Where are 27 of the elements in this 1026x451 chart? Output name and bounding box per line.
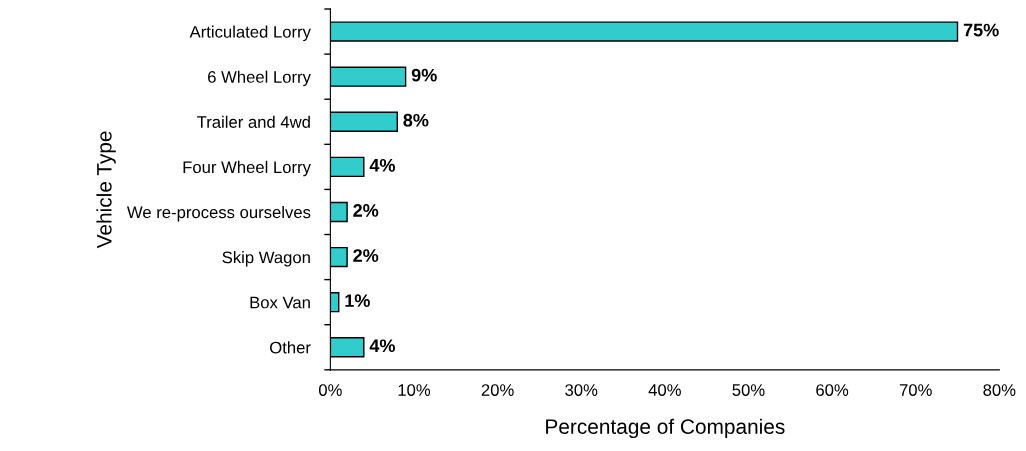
data-label: 2% [353, 249, 379, 262]
x-tick-label: 10% [398, 384, 431, 396]
x-tick-label: 80% [983, 384, 1016, 396]
x-tick-label: 20% [481, 384, 514, 396]
data-label: 4% [369, 158, 395, 172]
x-tick-label: 30% [565, 384, 598, 396]
y-tick-label: We re-process ourselves [126, 205, 311, 222]
y-tick-label: Trailer and 4wd [197, 115, 310, 128]
y-axis-title: Vehicle Type [96, 131, 116, 249]
y-tick-label: 6 Wheel Lorry [208, 70, 311, 87]
data-label: 75% [963, 23, 999, 37]
y-tick-label: Skip Wagon [222, 251, 310, 267]
data-label: 1% [345, 294, 370, 307]
y-tick-label: Other [270, 341, 311, 354]
data-label: 8% [403, 113, 429, 127]
y-tick-label: Articulated Lorry [189, 25, 311, 42]
data-label: 4% [369, 339, 395, 353]
data-label: 9% [411, 68, 437, 82]
x-tick-label: 0% [318, 384, 342, 396]
x-tick-label: 50% [732, 384, 765, 396]
data-label: 2% [353, 204, 379, 217]
y-tick-label: Box Van [250, 296, 310, 309]
x-tick-label: 70% [899, 384, 932, 396]
x-tick-label: 60% [816, 384, 849, 396]
y-tick-label: Four Wheel Lorry [183, 160, 311, 177]
x-axis-title: Percentage of Companies [546, 418, 785, 439]
x-tick-label: 40% [648, 384, 681, 396]
